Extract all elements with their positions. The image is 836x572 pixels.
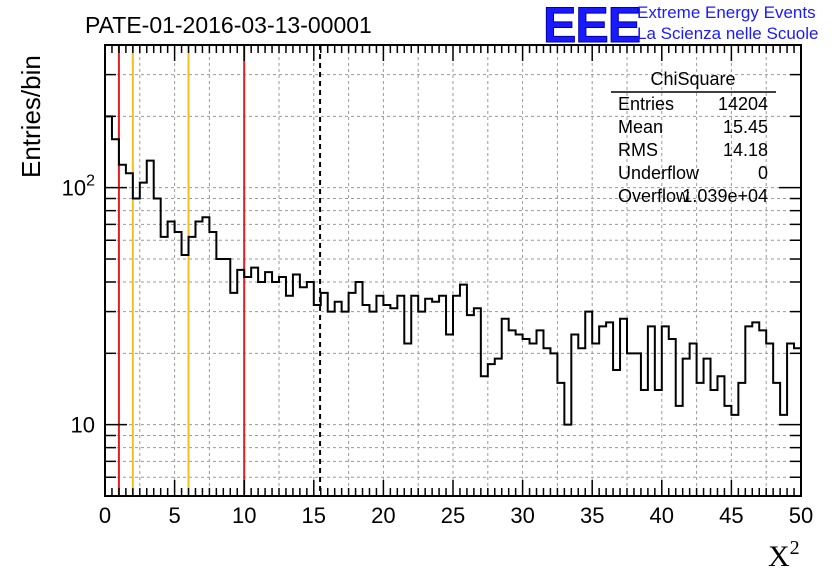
stats-row-label: Mean (618, 117, 663, 137)
stats-box: ChiSquare Entries 14204 Mean 15.45 RMS 14.18 U… (611, 69, 776, 206)
x-axis-title: X2 (768, 537, 800, 572)
grid-lines (105, 45, 801, 496)
x-tick-label: 0 (99, 503, 111, 528)
x-axis-title-superscript: 2 (790, 537, 800, 559)
stats-row-value: 14204 (718, 94, 768, 114)
y-axis-title: Entries/bin (16, 55, 46, 178)
y-tick-label: 10 (71, 413, 95, 438)
x-tick-label: 50 (789, 503, 813, 528)
y-tick-label-exponent: 2 (86, 173, 95, 190)
x-axis-title-main: X (768, 540, 790, 572)
plot-frame (104, 44, 802, 497)
y-tick-label: 102 (62, 173, 95, 201)
stats-row-label: Entries (618, 94, 674, 114)
y-tick-label-base: 10 (62, 176, 86, 201)
histogram-outline (105, 115, 801, 426)
eee-logo-mark: EEE (543, 0, 640, 53)
eee-logo-line2: La Scienza nelle Scuole (637, 24, 818, 43)
x-tick-labels: 0 5 10 15 20 25 30 35 40 45 50 (99, 503, 813, 528)
x-tick-label: 35 (580, 503, 604, 528)
x-tick-label: 15 (302, 503, 326, 528)
stats-row-value: 15.45 (723, 117, 768, 137)
stats-row-label: Underflow (618, 163, 700, 183)
stats-row-value: 14.18 (723, 140, 768, 160)
x-tick-label: 5 (168, 503, 180, 528)
x-tick-label: 25 (441, 503, 465, 528)
y-tick-label-base: 10 (71, 413, 95, 438)
eee-logo-line1: Extreme Energy Events (637, 3, 816, 22)
eee-logo: EEE Extreme Energy Events La Scienza nel… (543, 0, 819, 54)
stats-rows: Entries 14204 Mean 15.45 RMS 14.18 Underflow 0 O… (618, 94, 768, 206)
chart-title: PATE-01-2016-03-13-00001 (85, 12, 372, 38)
x-tick-label: 10 (232, 503, 256, 528)
stats-row-value: 1.039e+04 (682, 186, 768, 206)
stats-row-value: 0 (758, 163, 768, 183)
x-tick-label: 40 (650, 503, 674, 528)
stats-title: ChiSquare (650, 69, 735, 89)
x-tick-label: 20 (371, 503, 395, 528)
stats-row-label: RMS (618, 140, 658, 160)
stats-row-label: Overflow (618, 186, 690, 206)
x-tick-label: 30 (510, 503, 534, 528)
marker-lines (117, 45, 322, 496)
x-tick-label: 45 (719, 503, 743, 528)
